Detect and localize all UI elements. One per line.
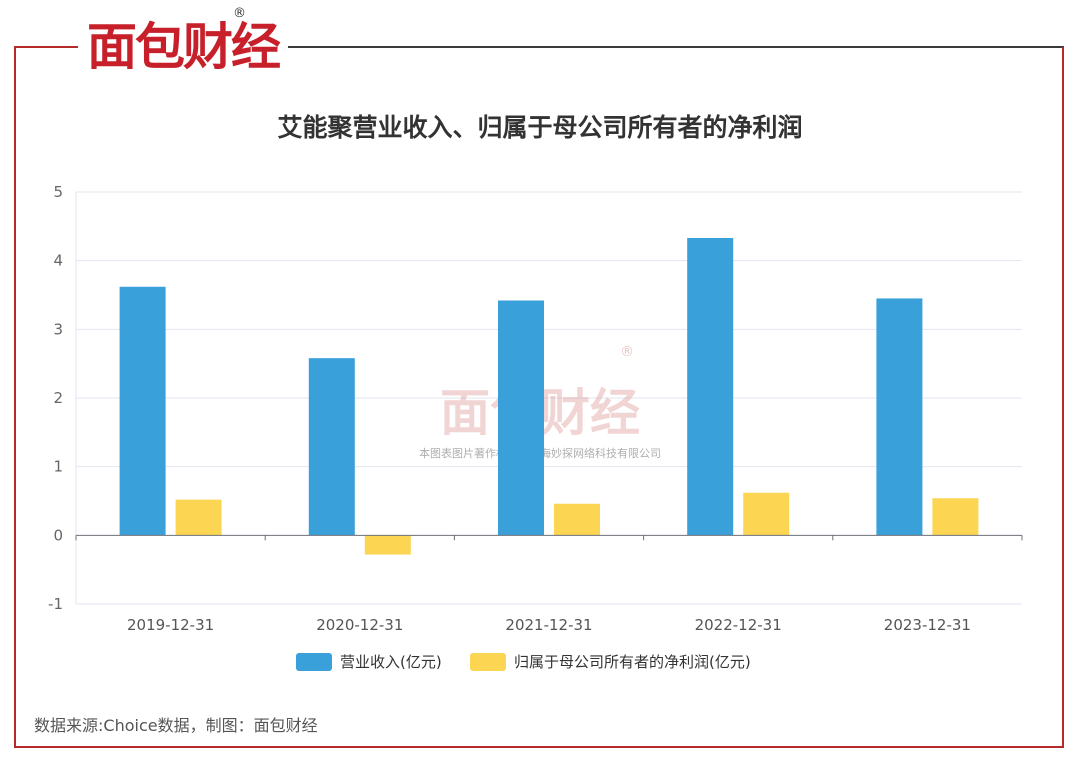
bar-revenue-2023-12-31: [876, 298, 923, 536]
bar-net-profit-2023-12-31: [932, 498, 979, 536]
chart-title: 艾能聚营业收入、归属于母公司所有者的净利润: [277, 113, 803, 142]
bar-net-profit-2019-12-31: [175, 499, 222, 536]
y-tick-label: 1: [53, 458, 63, 476]
x-tick-label: 2022-12-31: [695, 616, 782, 634]
bar-revenue-2019-12-31: [119, 286, 166, 536]
bar-revenue-2020-12-31: [308, 358, 355, 536]
y-tick-label: 4: [53, 252, 63, 270]
legend-swatch: [470, 653, 506, 671]
bar-net-profit-2021-12-31: [554, 503, 600, 536]
legend-label: 营业收入(亿元): [340, 653, 442, 671]
legend-swatch: [296, 653, 332, 671]
y-tick-label: 5: [53, 183, 63, 201]
bar-revenue-2021-12-31: [498, 300, 544, 536]
bar-net-profit-2022-12-31: [743, 492, 790, 536]
legend: 营业收入(亿元) 归属于母公司所有者的净利润(亿元): [296, 653, 751, 671]
bars-layer: [119, 238, 979, 555]
y-tick-label: 2: [53, 389, 63, 407]
axis-layer: 5 4 3 2 1 0 -1 2019-12-31 2020-12-31 2021-12-31 20…: [48, 183, 1023, 634]
brand-logo-text: 面包财经: [87, 18, 281, 76]
x-tick-label: 2021-12-31: [505, 616, 592, 634]
brand-logo: 面包财经 ®: [78, 6, 288, 80]
y-tick-label: 0: [53, 526, 63, 544]
y-tick-label: -1: [48, 595, 63, 613]
data-source: 数据来源:Choice数据，制图：面包财经: [34, 716, 318, 735]
x-tick-label: 2023-12-31: [884, 616, 971, 634]
x-tick-label: 2019-12-31: [127, 616, 214, 634]
bar-net-profit-2020-12-31: [364, 535, 411, 555]
grid-layer: [75, 191, 1022, 605]
legend-label: 归属于母公司所有者的净利润(亿元): [514, 653, 751, 671]
x-tick-label: 2020-12-31: [316, 616, 403, 634]
watermark-registered-mark: ®: [620, 344, 634, 360]
bar-revenue-2022-12-31: [687, 238, 734, 536]
y-tick-label: 3: [53, 320, 63, 338]
registered-mark: ®: [233, 6, 246, 21]
